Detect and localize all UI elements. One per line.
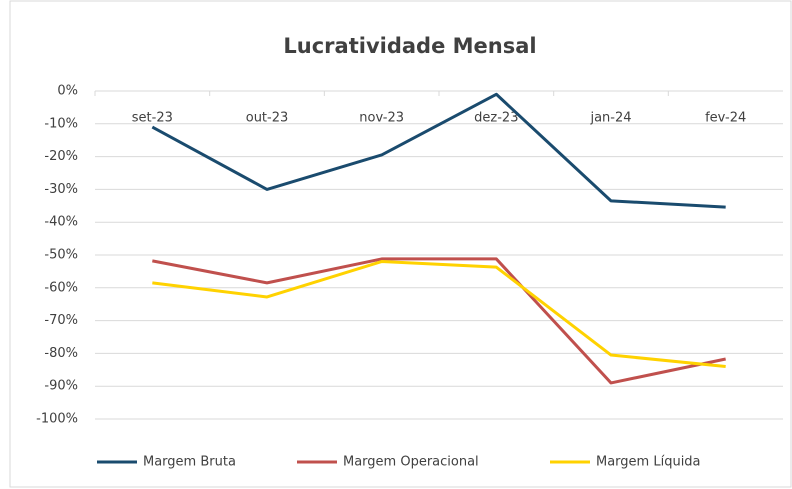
x-tick-label: out-23 <box>246 111 289 126</box>
y-tick-label: -60% <box>44 280 78 295</box>
y-tick-label: -50% <box>44 248 78 263</box>
y-tick-label: -40% <box>44 215 78 230</box>
chart-title: Lucratividade Mensal <box>283 34 536 58</box>
legend-label: Margem Bruta <box>143 455 236 470</box>
x-tick-label: fev-24 <box>705 111 746 126</box>
y-tick-label: -20% <box>44 149 78 164</box>
x-tick-label: nov-23 <box>359 111 404 126</box>
y-tick-label: -70% <box>44 313 78 328</box>
legend-label: Margem Operacional <box>343 455 479 470</box>
series-line <box>152 260 726 369</box>
chart-frame <box>9 0 792 488</box>
x-tick-label: set-23 <box>132 111 173 126</box>
series-line <box>152 257 726 385</box>
y-tick-label: -90% <box>44 379 78 394</box>
y-tick-label: -100% <box>36 412 78 427</box>
y-tick-label: 0% <box>57 84 78 99</box>
x-tick-label: jan-24 <box>589 111 631 126</box>
legend-label: Margem Líquida <box>596 455 701 470</box>
y-tick-label: -10% <box>44 116 78 131</box>
y-tick-label: -80% <box>44 346 78 361</box>
x-tick-label: dez-23 <box>474 111 518 126</box>
y-tick-label: -30% <box>44 182 78 197</box>
series-line <box>151 92 726 209</box>
